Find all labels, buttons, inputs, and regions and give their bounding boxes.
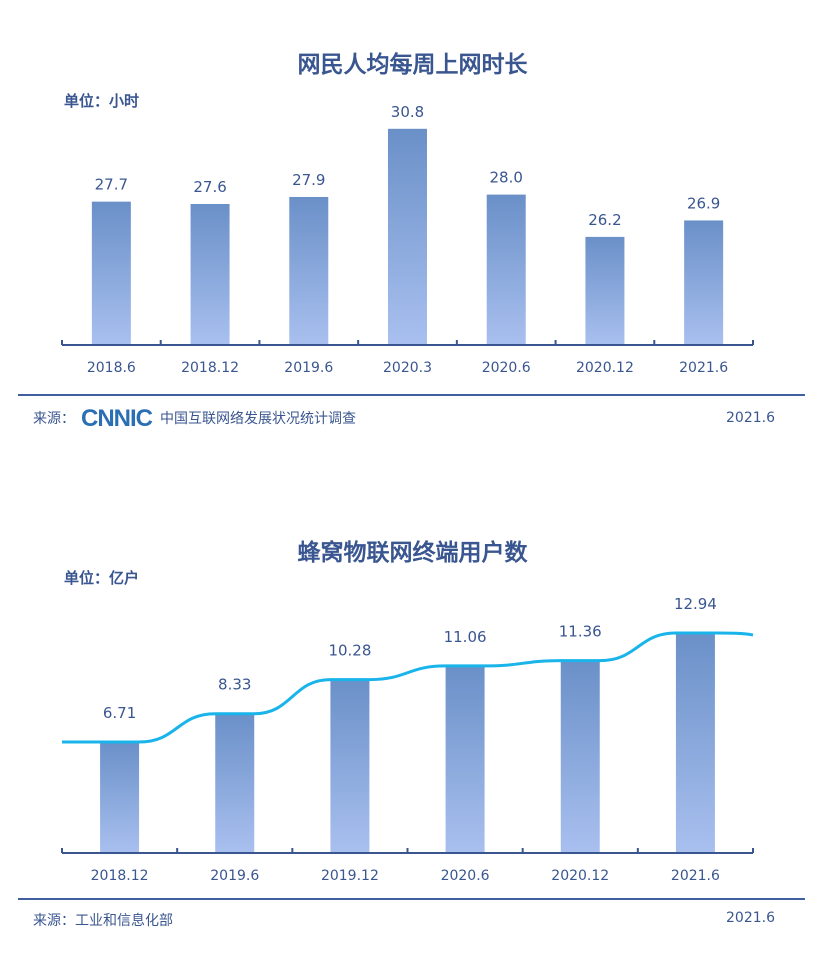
chart2-source: 来源：工业和信息化部 — [33, 910, 173, 930]
data-label: 27.7 — [95, 176, 128, 194]
bar — [388, 128, 427, 345]
data-label: 11.06 — [444, 628, 487, 646]
x-tick-label: 2020.12 — [576, 360, 634, 376]
data-label: 26.2 — [588, 211, 621, 229]
data-label: 12.94 — [674, 595, 717, 613]
chart1-date: 2021.6 — [726, 410, 775, 426]
data-label: 28.0 — [490, 169, 523, 187]
x-tick-label: 2019.6 — [210, 868, 259, 884]
bar — [289, 196, 329, 345]
source-label: 来源： — [33, 411, 75, 427]
x-tick-label: 2020.6 — [482, 360, 531, 376]
x-tick-label: 2020.6 — [441, 868, 490, 884]
data-label: 26.9 — [687, 194, 720, 212]
chart1-plot: 27.7 2018.6 27.6 2018.12 27.9 2019.6 30.8 2020.… — [61, 103, 754, 376]
data-label: 10.28 — [328, 642, 371, 660]
x-tick-label: 2019.12 — [321, 868, 379, 884]
data-label: 8.33 — [218, 676, 251, 694]
source-label: 来源： — [33, 913, 75, 929]
bar — [190, 204, 230, 345]
x-tick-label: 2019.6 — [284, 360, 333, 376]
x-tick-label: 2020.12 — [551, 868, 609, 884]
bar — [215, 713, 255, 853]
x-tick-label: 2020.3 — [383, 360, 432, 376]
data-label: 30.8 — [391, 103, 424, 121]
bar — [486, 194, 526, 345]
chart1-unit: 单位：小时 — [64, 92, 140, 110]
divider — [18, 394, 805, 396]
x-tick-label: 2021.6 — [671, 868, 720, 884]
divider — [18, 898, 805, 900]
bar — [585, 236, 625, 345]
chart1-title: 网民人均每周上网时长 — [297, 52, 528, 78]
bar — [684, 220, 724, 345]
bar — [445, 665, 485, 853]
data-label: 11.36 — [559, 623, 602, 641]
chart2-title: 蜂窝物联网终端用户数 — [297, 540, 528, 566]
x-tick-label: 2018.12 — [91, 868, 149, 884]
source-text: 中国互联网络发展状况统计调查 — [160, 411, 356, 427]
bar — [330, 679, 370, 853]
x-tick-label: 2018.6 — [87, 360, 136, 376]
chart1-source: 来源： CNNIC 中国互联网络发展状况统计调查 — [33, 405, 356, 433]
data-label: 27.9 — [292, 171, 325, 189]
bar — [675, 633, 715, 853]
chart2-date: 2021.6 — [726, 910, 775, 926]
bar — [560, 660, 600, 853]
chart2-plot: 6.71 2018.12 8.33 2019.6 10.28 2019.12 11.06 20… — [61, 595, 754, 884]
source-text: 工业和信息化部 — [75, 913, 173, 929]
cnnic-logo: CNNIC — [81, 405, 153, 432]
data-label: 27.6 — [193, 178, 226, 196]
trend-line — [62, 631, 754, 744]
data-label: 6.71 — [103, 704, 136, 722]
bar — [100, 742, 140, 853]
x-tick-label: 2018.12 — [181, 360, 239, 376]
x-tick-label: 2021.6 — [679, 360, 728, 376]
bar — [91, 201, 131, 345]
chart2-unit: 单位：亿户 — [64, 569, 140, 587]
